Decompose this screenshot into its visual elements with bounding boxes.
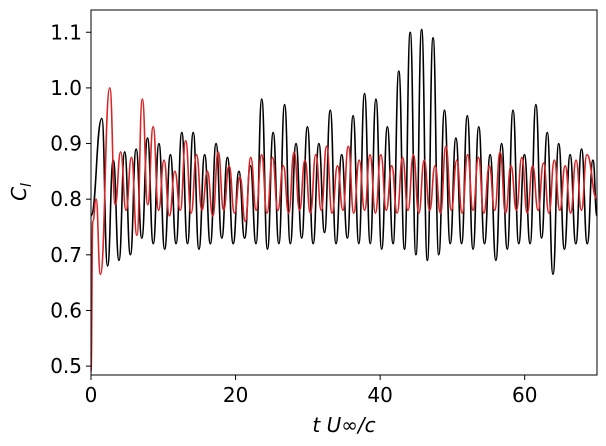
y-tick-label: 0.9 [50, 132, 82, 156]
y-tick-label: 0.7 [50, 243, 82, 267]
x-tick-label: 60 [512, 383, 537, 407]
x-tick-label: 0 [85, 383, 98, 407]
x-tick-label: 20 [223, 383, 248, 407]
y-tick-label: 0.6 [50, 298, 82, 322]
x-tick-label: 40 [367, 383, 392, 407]
x-axis-label: t U∞/c [312, 413, 375, 437]
y-axis-label: Cl [7, 183, 35, 201]
series-line [91, 28, 597, 276]
plot-frame [90, 9, 598, 376]
y-axis-label-sub: l [19, 183, 35, 187]
y-tick-label: 0.5 [50, 354, 82, 378]
y-tick-label: 0.8 [50, 187, 82, 211]
y-tick-label: 1.0 [50, 76, 82, 100]
y-axis-label-main: C [7, 187, 31, 201]
y-tick-label: 1.1 [50, 20, 82, 44]
series-line [91, 87, 597, 373]
